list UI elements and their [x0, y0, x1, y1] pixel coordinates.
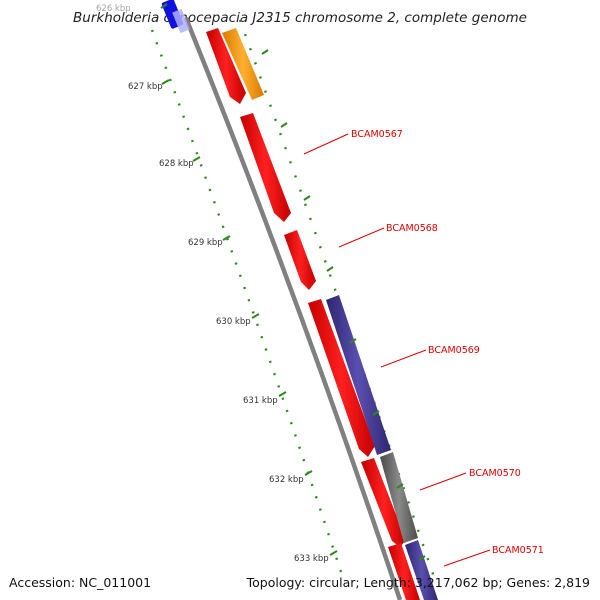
- tick-label-627: 627 kbp: [128, 82, 163, 92]
- gene-arrow-bcam0566: [206, 28, 246, 104]
- tick-label-631: 631 kbp: [243, 396, 278, 406]
- orange-feature: [222, 28, 264, 100]
- gene-label-bcam0568[interactable]: BCAM0568: [386, 223, 438, 234]
- gene-arrow-bcam0568: [284, 230, 316, 290]
- gene-label-bcam0569[interactable]: BCAM0569: [428, 345, 480, 356]
- gene-label-bcam0567[interactable]: BCAM0567: [351, 129, 403, 140]
- tick-label-626: 626 kbp: [96, 4, 131, 14]
- gene-arrow-bcam0571: [388, 543, 420, 600]
- blue-feature-shade: [172, 8, 190, 34]
- gene-label-bcam0570[interactable]: BCAM0570: [469, 468, 521, 479]
- tick-label-633: 633 kbp: [294, 554, 329, 564]
- tick-label-630: 630 kbp: [216, 317, 251, 327]
- purple-feature-bottom: [405, 540, 438, 600]
- gene-arrow-bcam0570: [361, 458, 406, 547]
- gene-label-bcam0571[interactable]: BCAM0571: [492, 545, 544, 556]
- inner-dotted-track: [238, 19, 437, 581]
- inner-track-ticks: [261, 49, 426, 561]
- tick-label-629: 629 kbp: [188, 238, 223, 248]
- tick-label-628: 628 kbp: [159, 159, 194, 169]
- ruler-major-ticks: [160, 3, 338, 556]
- gene-label-leaders: [303, 133, 491, 567]
- tick-label-632: 632 kbp: [269, 475, 304, 485]
- accession-text: Accession: NC_011001: [9, 575, 152, 590]
- backbone-line: [183, 17, 403, 600]
- gray-feature: [380, 452, 418, 543]
- gene-arrow-bcam0567: [240, 113, 291, 222]
- gene-arrow-bcam0569: [308, 299, 375, 457]
- genome-summary-text: Topology: circular; Length: 3,217,062 bp…: [246, 575, 590, 590]
